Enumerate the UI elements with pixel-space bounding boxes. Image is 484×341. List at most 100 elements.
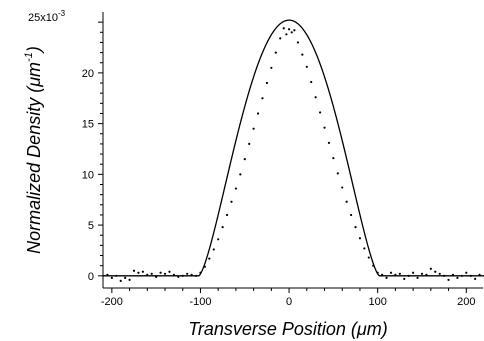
data-point (301, 53, 304, 56)
data-point (372, 264, 375, 267)
y-multiplier-base: x10 (40, 12, 58, 24)
data-point (376, 271, 379, 274)
data-point (358, 237, 362, 240)
data-point (132, 269, 136, 272)
data-point (186, 272, 189, 275)
data-point (261, 97, 264, 100)
y-tick-label-2: 10 (82, 169, 94, 181)
x-tick-label-0: -200 (101, 296, 123, 308)
data-point (279, 37, 282, 40)
data-point (203, 265, 206, 268)
data-point (341, 186, 344, 189)
data-point (398, 272, 401, 275)
data-point (403, 277, 406, 280)
data-point (190, 273, 193, 276)
data-point (146, 273, 149, 276)
data-point (168, 270, 171, 273)
data-point (336, 172, 339, 175)
data-point (425, 273, 428, 276)
y-multiplier-exponent: -3 (58, 9, 66, 18)
data-point (274, 51, 277, 54)
data-point (252, 127, 255, 130)
y-axis-title-close: ) (24, 46, 44, 54)
data-point (407, 274, 410, 277)
data-point (248, 142, 251, 146)
y-ticks: 0 5 10 15 20 (82, 21, 103, 283)
data-point (115, 274, 118, 277)
data-point (323, 126, 326, 129)
x-tick-label-1: -100 (189, 296, 211, 308)
data-point (429, 267, 432, 270)
x-tick-label-3: 100 (368, 296, 386, 308)
data-point (363, 247, 366, 250)
data-point (293, 29, 296, 32)
data-point (394, 273, 397, 276)
data-point (474, 277, 477, 280)
x-ticks: -200 -100 0 100 200 (101, 288, 475, 308)
data-point (305, 65, 308, 68)
data-point (221, 226, 224, 229)
data-point (327, 141, 331, 144)
data-point (128, 278, 131, 281)
data-point (155, 275, 158, 278)
data-point (285, 33, 288, 36)
data-point (447, 278, 450, 281)
fit-curve-line (103, 19, 484, 277)
y-tick-label-1: 5 (88, 220, 94, 232)
data-point (443, 274, 446, 277)
data-point (208, 257, 211, 260)
data-point (106, 273, 109, 276)
data-point (412, 271, 415, 274)
data-point (150, 272, 153, 275)
y-axis-title-superscript: -1 (23, 52, 35, 62)
data-point (194, 274, 198, 277)
data-point (318, 111, 322, 114)
data-point (416, 276, 419, 279)
data-point (256, 112, 260, 115)
y-tick-label-0: 0 (88, 271, 94, 283)
data-point (332, 157, 335, 160)
data-point (265, 81, 269, 85)
data-point (367, 256, 370, 259)
y-axis-multiplier-label: 25x10-3 (28, 9, 66, 24)
data-point (199, 271, 202, 274)
data-point (420, 272, 424, 275)
data-point (225, 213, 229, 217)
data-point (212, 248, 215, 251)
data-point (389, 271, 393, 274)
plot-frame (102, 12, 483, 289)
data-point (239, 173, 242, 176)
fit-curve-layer (103, 19, 484, 277)
data-point (438, 272, 441, 275)
data-point (354, 226, 357, 229)
data-point (172, 273, 175, 276)
data-point (282, 27, 285, 30)
y-axis-title-main: Normalized Density (μm (24, 62, 44, 254)
data-point (177, 275, 180, 278)
y-multiplier-value: 25 (28, 12, 40, 24)
data-point (478, 273, 481, 276)
data-point (469, 274, 472, 277)
data-point (217, 238, 220, 241)
data-point (243, 158, 246, 161)
y-axis-title: Normalized Density (μm-1) (23, 46, 44, 254)
data-point (230, 200, 233, 203)
x-tick-label-2: 0 (286, 296, 292, 308)
data-point (141, 270, 144, 273)
data-point (381, 273, 384, 276)
y-tick-label-4: 20 (82, 68, 94, 80)
x-tick-label-4: 200 (457, 296, 475, 308)
y-tick-label-3: 15 (82, 119, 94, 131)
data-point (310, 80, 313, 84)
data-point (124, 276, 127, 279)
data-point (234, 187, 238, 190)
data-point (345, 200, 348, 203)
data-point (456, 276, 459, 279)
data-point (314, 96, 317, 99)
data-point (434, 270, 437, 273)
data-point (287, 28, 291, 31)
data-point (460, 274, 463, 277)
data-point (349, 213, 353, 217)
data-point (451, 273, 455, 276)
